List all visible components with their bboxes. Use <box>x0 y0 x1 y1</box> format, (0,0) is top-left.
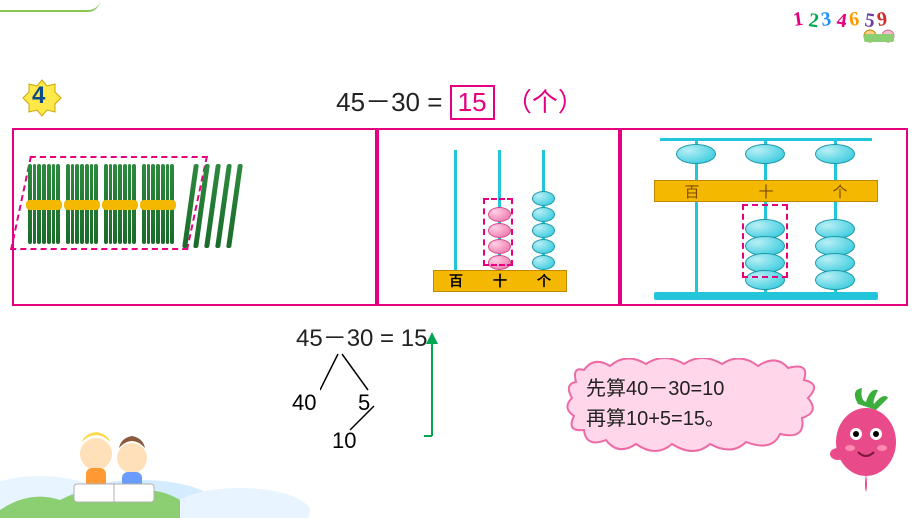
abacus-upper-tens <box>745 144 785 164</box>
main-equation: 45－30 = 15 （个） <box>0 82 920 120</box>
equation-lhs: 45－30 = <box>336 87 442 117</box>
label-hundreds: 百 <box>449 271 463 291</box>
loose-sticks <box>182 164 243 248</box>
svg-text:2: 2 <box>807 9 820 32</box>
abacus-lower-ones <box>815 222 855 290</box>
corner-decoration-bl <box>0 408 280 518</box>
abacus-bottom-bar <box>654 292 878 300</box>
svg-text:1: 1 <box>792 8 805 31</box>
corner-decoration-tl <box>0 0 100 12</box>
svg-text:6: 6 <box>848 8 861 31</box>
frame-selection <box>483 198 513 266</box>
panel-bundles <box>12 128 377 306</box>
svg-text:4: 4 <box>835 9 848 32</box>
panel-row: 百 十 个 百 十 个 <box>12 128 908 306</box>
bubble-line1: 先算40－30=10 <box>586 374 725 404</box>
equation-unit: （个） <box>506 87 584 117</box>
label-tens: 十 <box>493 271 507 291</box>
svg-text:9: 9 <box>876 8 889 31</box>
equation-answer: 15 <box>450 85 495 120</box>
abacus-label-ones: 个 <box>832 181 847 202</box>
panel-counting-frame: 百 十 个 <box>377 128 620 306</box>
corner-decoration-tr: 1234659 <box>792 4 912 53</box>
label-ones: 个 <box>537 271 551 291</box>
bubble-line2: 再算10+5=15。 <box>586 404 725 434</box>
abacus-rod-hundreds <box>695 141 698 298</box>
abacus-label-tens: 十 <box>758 181 773 202</box>
radish-character <box>820 386 910 496</box>
panel-abacus: 百 十 个 <box>620 128 908 306</box>
abacus-upper-ones <box>815 144 855 164</box>
svg-text:3: 3 <box>820 8 833 31</box>
bundle <box>142 164 174 244</box>
frame-base: 百 十 个 <box>433 270 567 292</box>
abacus-label-hundreds: 百 <box>684 181 699 202</box>
bundle <box>66 164 98 244</box>
abacus-selection <box>742 204 788 278</box>
beads-ones <box>532 190 555 270</box>
bundle <box>104 164 136 244</box>
svg-text:5: 5 <box>863 9 876 32</box>
abacus-crossbar: 百 十 个 <box>654 180 878 202</box>
abacus-upper-hundreds <box>676 144 716 164</box>
question-number: 4 <box>32 82 45 110</box>
bundle <box>28 164 60 244</box>
rod-hundreds <box>454 150 457 270</box>
